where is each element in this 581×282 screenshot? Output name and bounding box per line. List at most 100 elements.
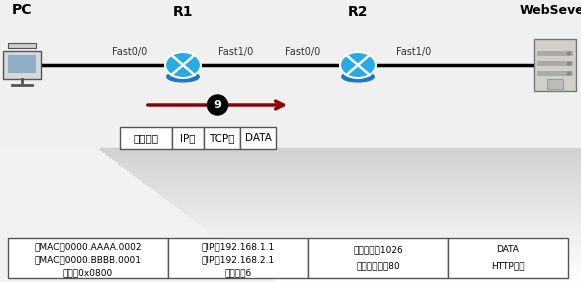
Bar — [172, 202, 581, 204]
Text: 源MAC：0000.AAAA.0002: 源MAC：0000.AAAA.0002 — [34, 243, 142, 252]
Bar — [547, 79, 563, 89]
Ellipse shape — [167, 72, 199, 82]
Ellipse shape — [342, 72, 374, 82]
Bar — [145, 182, 581, 184]
Text: HTTP荷载: HTTP荷载 — [492, 261, 525, 270]
Bar — [118, 161, 581, 164]
Bar — [268, 273, 581, 275]
Text: PC: PC — [12, 3, 33, 17]
Text: Fast0/0: Fast0/0 — [285, 47, 321, 57]
Bar — [154, 188, 581, 190]
Text: DATA: DATA — [245, 133, 271, 143]
Bar — [163, 195, 581, 197]
Bar — [193, 217, 581, 219]
Bar — [8, 55, 36, 73]
Bar — [229, 244, 581, 246]
Bar — [211, 231, 581, 233]
Bar — [277, 280, 581, 282]
Bar — [112, 157, 581, 159]
Text: R1: R1 — [173, 5, 193, 19]
Bar — [204, 127, 240, 149]
Bar — [537, 71, 573, 76]
Bar — [253, 262, 581, 264]
Bar — [250, 260, 581, 262]
Text: IP头: IP头 — [180, 133, 196, 143]
Bar — [157, 190, 581, 193]
Text: 目IP：192.168.2.1: 目IP：192.168.2.1 — [202, 255, 275, 265]
Bar — [202, 224, 581, 226]
Bar — [226, 242, 581, 244]
Bar — [259, 266, 581, 268]
Text: Fast1/0: Fast1/0 — [218, 47, 254, 57]
Bar — [151, 186, 581, 188]
Text: 以太网头: 以太网头 — [134, 133, 159, 143]
Bar — [184, 211, 581, 213]
Bar — [0, 148, 581, 282]
Bar — [130, 170, 581, 173]
Text: 9: 9 — [214, 100, 221, 110]
Text: 源IP：192.168.1.1: 源IP：192.168.1.1 — [202, 243, 275, 252]
Bar — [247, 257, 581, 260]
Bar — [232, 246, 581, 248]
Bar — [262, 268, 581, 271]
Bar — [205, 226, 581, 228]
Bar — [127, 168, 581, 170]
Text: TCP头: TCP头 — [209, 133, 235, 143]
Text: 目MAC：0000.BBBB.0001: 目MAC：0000.BBBB.0001 — [34, 255, 142, 265]
Bar — [148, 184, 581, 186]
Circle shape — [568, 72, 571, 75]
Bar — [160, 193, 581, 195]
Bar — [181, 208, 581, 211]
Bar — [256, 264, 581, 266]
Bar — [235, 248, 581, 251]
Text: 协议号：6: 协议号：6 — [224, 268, 252, 277]
Bar — [121, 164, 581, 166]
Bar — [8, 238, 168, 278]
Bar — [196, 219, 581, 222]
Text: WebSever: WebSever — [519, 3, 581, 17]
Text: 目的端口号：80: 目的端口号：80 — [356, 261, 400, 270]
Bar — [175, 204, 581, 206]
Bar — [238, 251, 581, 253]
Text: 类型：0x0800: 类型：0x0800 — [63, 268, 113, 277]
Text: DATA: DATA — [497, 246, 519, 254]
Bar — [265, 271, 581, 273]
Bar — [115, 159, 581, 161]
Ellipse shape — [165, 52, 201, 78]
Circle shape — [568, 52, 571, 55]
Bar — [274, 277, 581, 280]
Bar — [190, 215, 581, 217]
Bar — [169, 199, 581, 202]
Bar — [109, 155, 581, 157]
Bar — [271, 275, 581, 277]
Bar — [187, 213, 581, 215]
Text: 源端口号：1026: 源端口号：1026 — [353, 246, 403, 254]
Bar — [208, 228, 581, 231]
Bar — [240, 127, 276, 149]
Bar — [178, 206, 581, 208]
Bar — [537, 61, 573, 66]
Bar — [139, 177, 581, 179]
Ellipse shape — [340, 52, 376, 78]
Circle shape — [207, 95, 228, 115]
Bar — [120, 127, 172, 149]
Bar — [534, 39, 576, 91]
Bar — [124, 166, 581, 168]
Bar — [166, 197, 581, 199]
Text: Fast0/0: Fast0/0 — [112, 47, 148, 57]
Bar — [217, 235, 581, 237]
Bar — [106, 153, 581, 155]
Bar — [8, 43, 36, 48]
Bar — [142, 179, 581, 182]
Bar — [133, 173, 581, 175]
Bar — [136, 175, 581, 177]
Circle shape — [568, 62, 571, 65]
Bar — [103, 150, 581, 153]
Bar — [100, 148, 581, 150]
Bar — [308, 238, 448, 278]
Bar — [448, 238, 568, 278]
Bar — [168, 238, 308, 278]
Bar — [214, 233, 581, 235]
Bar — [199, 222, 581, 224]
Bar — [172, 127, 204, 149]
